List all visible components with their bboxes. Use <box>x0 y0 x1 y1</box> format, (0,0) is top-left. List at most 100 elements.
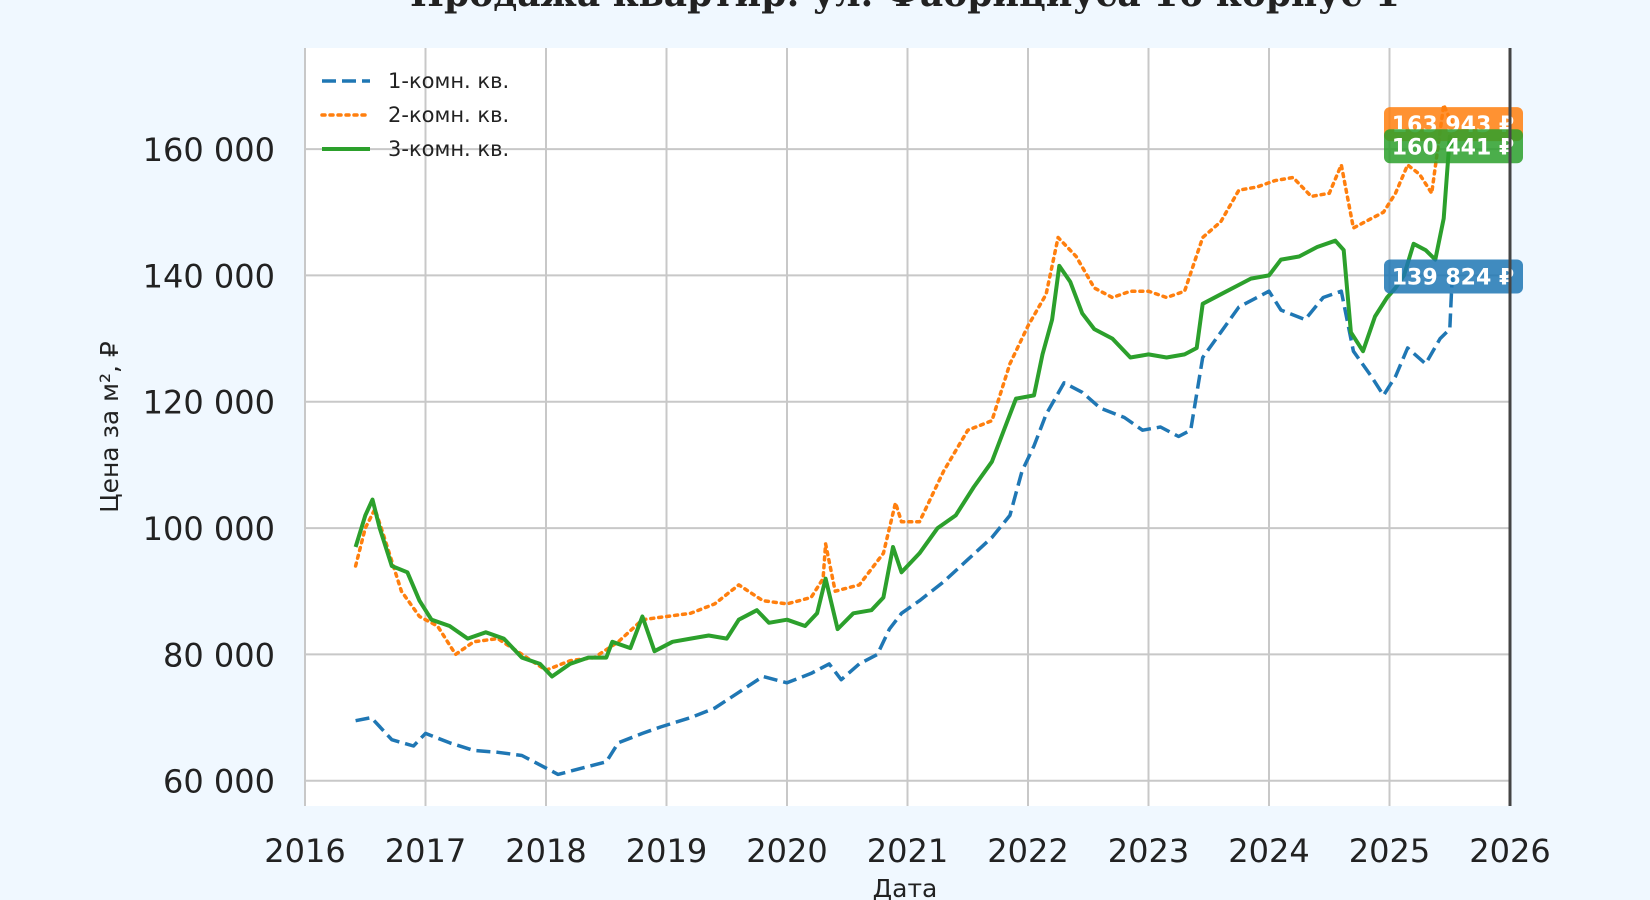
chart-title: Продажа квартир: ул. Фабрициуса 16 корпу… <box>410 0 1400 15</box>
data-point-2k <box>353 564 358 569</box>
data-point-3k <box>869 608 874 613</box>
data-point-2k <box>833 589 838 594</box>
data-point-2k <box>1381 210 1386 215</box>
data-point-1k <box>965 557 970 562</box>
data-point-3k <box>1333 238 1338 243</box>
data-point-2k <box>1327 191 1332 196</box>
data-point-1k <box>809 671 814 676</box>
x-tick-label: 2020 <box>746 832 827 870</box>
data-point-1k <box>1080 390 1085 395</box>
x-tick-label: 2025 <box>1349 832 1430 870</box>
data-point-1k <box>1062 380 1067 385</box>
data-point-1k <box>1369 374 1374 379</box>
data-point-3k <box>1248 276 1253 281</box>
data-point-1k <box>917 598 922 603</box>
data-point-1k <box>495 750 500 755</box>
data-point-3k <box>1236 282 1241 287</box>
data-point-3k <box>417 598 422 603</box>
data-point-3k <box>971 485 976 490</box>
data-point-3k <box>823 576 828 581</box>
data-point-3k <box>891 545 896 550</box>
data-point-1k <box>1098 406 1103 411</box>
y-tick-label: 160 000 <box>143 131 275 169</box>
data-point-3k <box>628 646 633 651</box>
data-point-2k <box>1273 178 1278 183</box>
data-point-3k <box>1361 349 1366 354</box>
data-point-3k <box>604 655 609 660</box>
data-point-1k <box>447 740 452 745</box>
data-point-1k <box>1032 443 1037 448</box>
x-tick-label: 2024 <box>1228 832 1309 870</box>
data-point-2k <box>1291 175 1296 180</box>
data-point-1k <box>411 744 416 749</box>
data-point-2k <box>881 551 886 556</box>
data-point-1k <box>1267 289 1272 294</box>
data-point-3k <box>1279 257 1284 262</box>
data-point-2k <box>1417 172 1422 177</box>
data-point-1k <box>1255 295 1260 300</box>
data-point-2k <box>1182 289 1187 294</box>
data-point-3k <box>851 611 856 616</box>
x-tick-label: 2021 <box>867 832 948 870</box>
data-point-2k <box>899 519 904 524</box>
y-tick-label: 100 000 <box>143 510 275 548</box>
data-point-1k <box>1140 428 1145 433</box>
data-point-1k <box>1303 317 1308 322</box>
x-tick-label: 2018 <box>505 832 586 870</box>
data-point-3k <box>815 611 820 616</box>
data-point-1k <box>760 674 765 679</box>
data-point-2k <box>1056 235 1061 240</box>
data-point-3k <box>766 620 771 625</box>
data-point-3k <box>538 661 543 666</box>
data-point-2k <box>471 639 476 644</box>
data-point-1k <box>658 725 663 730</box>
x-tick-label: 2023 <box>1108 832 1189 870</box>
data-point-3k <box>754 608 759 613</box>
data-point-1k <box>1122 415 1127 420</box>
data-point-2k <box>989 418 994 423</box>
data-point-2k <box>941 469 946 474</box>
data-point-1k <box>1044 412 1049 417</box>
data-point-3k <box>1110 336 1115 341</box>
data-point-1k <box>1279 308 1284 313</box>
data-point-3k <box>363 513 368 518</box>
data-point-3k <box>1341 248 1346 253</box>
legend: 1-комн. кв. 2-комн. кв. 3-комн. кв. <box>320 69 509 161</box>
y-tick-label: 80 000 <box>163 636 275 674</box>
data-point-1k <box>839 677 844 682</box>
data-point-3k <box>519 655 524 660</box>
data-point-1k <box>1200 355 1205 360</box>
data-point-1k <box>1158 425 1163 430</box>
series-layer <box>353 103 1455 777</box>
data-point-1k <box>736 690 741 695</box>
x-tick-label: 2026 <box>1469 832 1550 870</box>
data-point-1k <box>875 652 880 657</box>
data-point-2k <box>688 611 693 616</box>
x-tick-label: 2022 <box>987 832 1068 870</box>
data-point-3k <box>568 661 573 666</box>
data-point-2k <box>965 428 970 433</box>
x-tick-label: 2016 <box>264 832 345 870</box>
data-point-1k <box>785 680 790 685</box>
data-point-3k <box>1315 245 1320 250</box>
legend-label: 3-комн. кв. <box>388 137 509 161</box>
data-point-2k <box>399 589 404 594</box>
data-point-1k <box>712 706 717 711</box>
data-point-2k <box>1236 188 1241 193</box>
data-point-3k <box>550 674 555 679</box>
data-point-2k <box>785 601 790 606</box>
data-point-1k <box>1176 434 1181 439</box>
data-point-3k <box>429 617 434 622</box>
data-point-3k <box>652 649 657 654</box>
data-point-3k <box>1373 314 1378 319</box>
data-point-3k <box>447 624 452 629</box>
end-label-box <box>1384 259 1523 294</box>
x-tick-label: 2019 <box>626 832 707 870</box>
data-point-3k <box>1068 279 1073 284</box>
data-point-2k <box>1146 289 1151 294</box>
x-axis-ticks: 2016 2017 2018 2019 2020 2021 2022 2023 2024 2025… <box>264 832 1550 870</box>
legend-label: 2-комн. кв. <box>388 103 509 127</box>
end-label-1k: 139 824 ₽ <box>1384 259 1523 294</box>
